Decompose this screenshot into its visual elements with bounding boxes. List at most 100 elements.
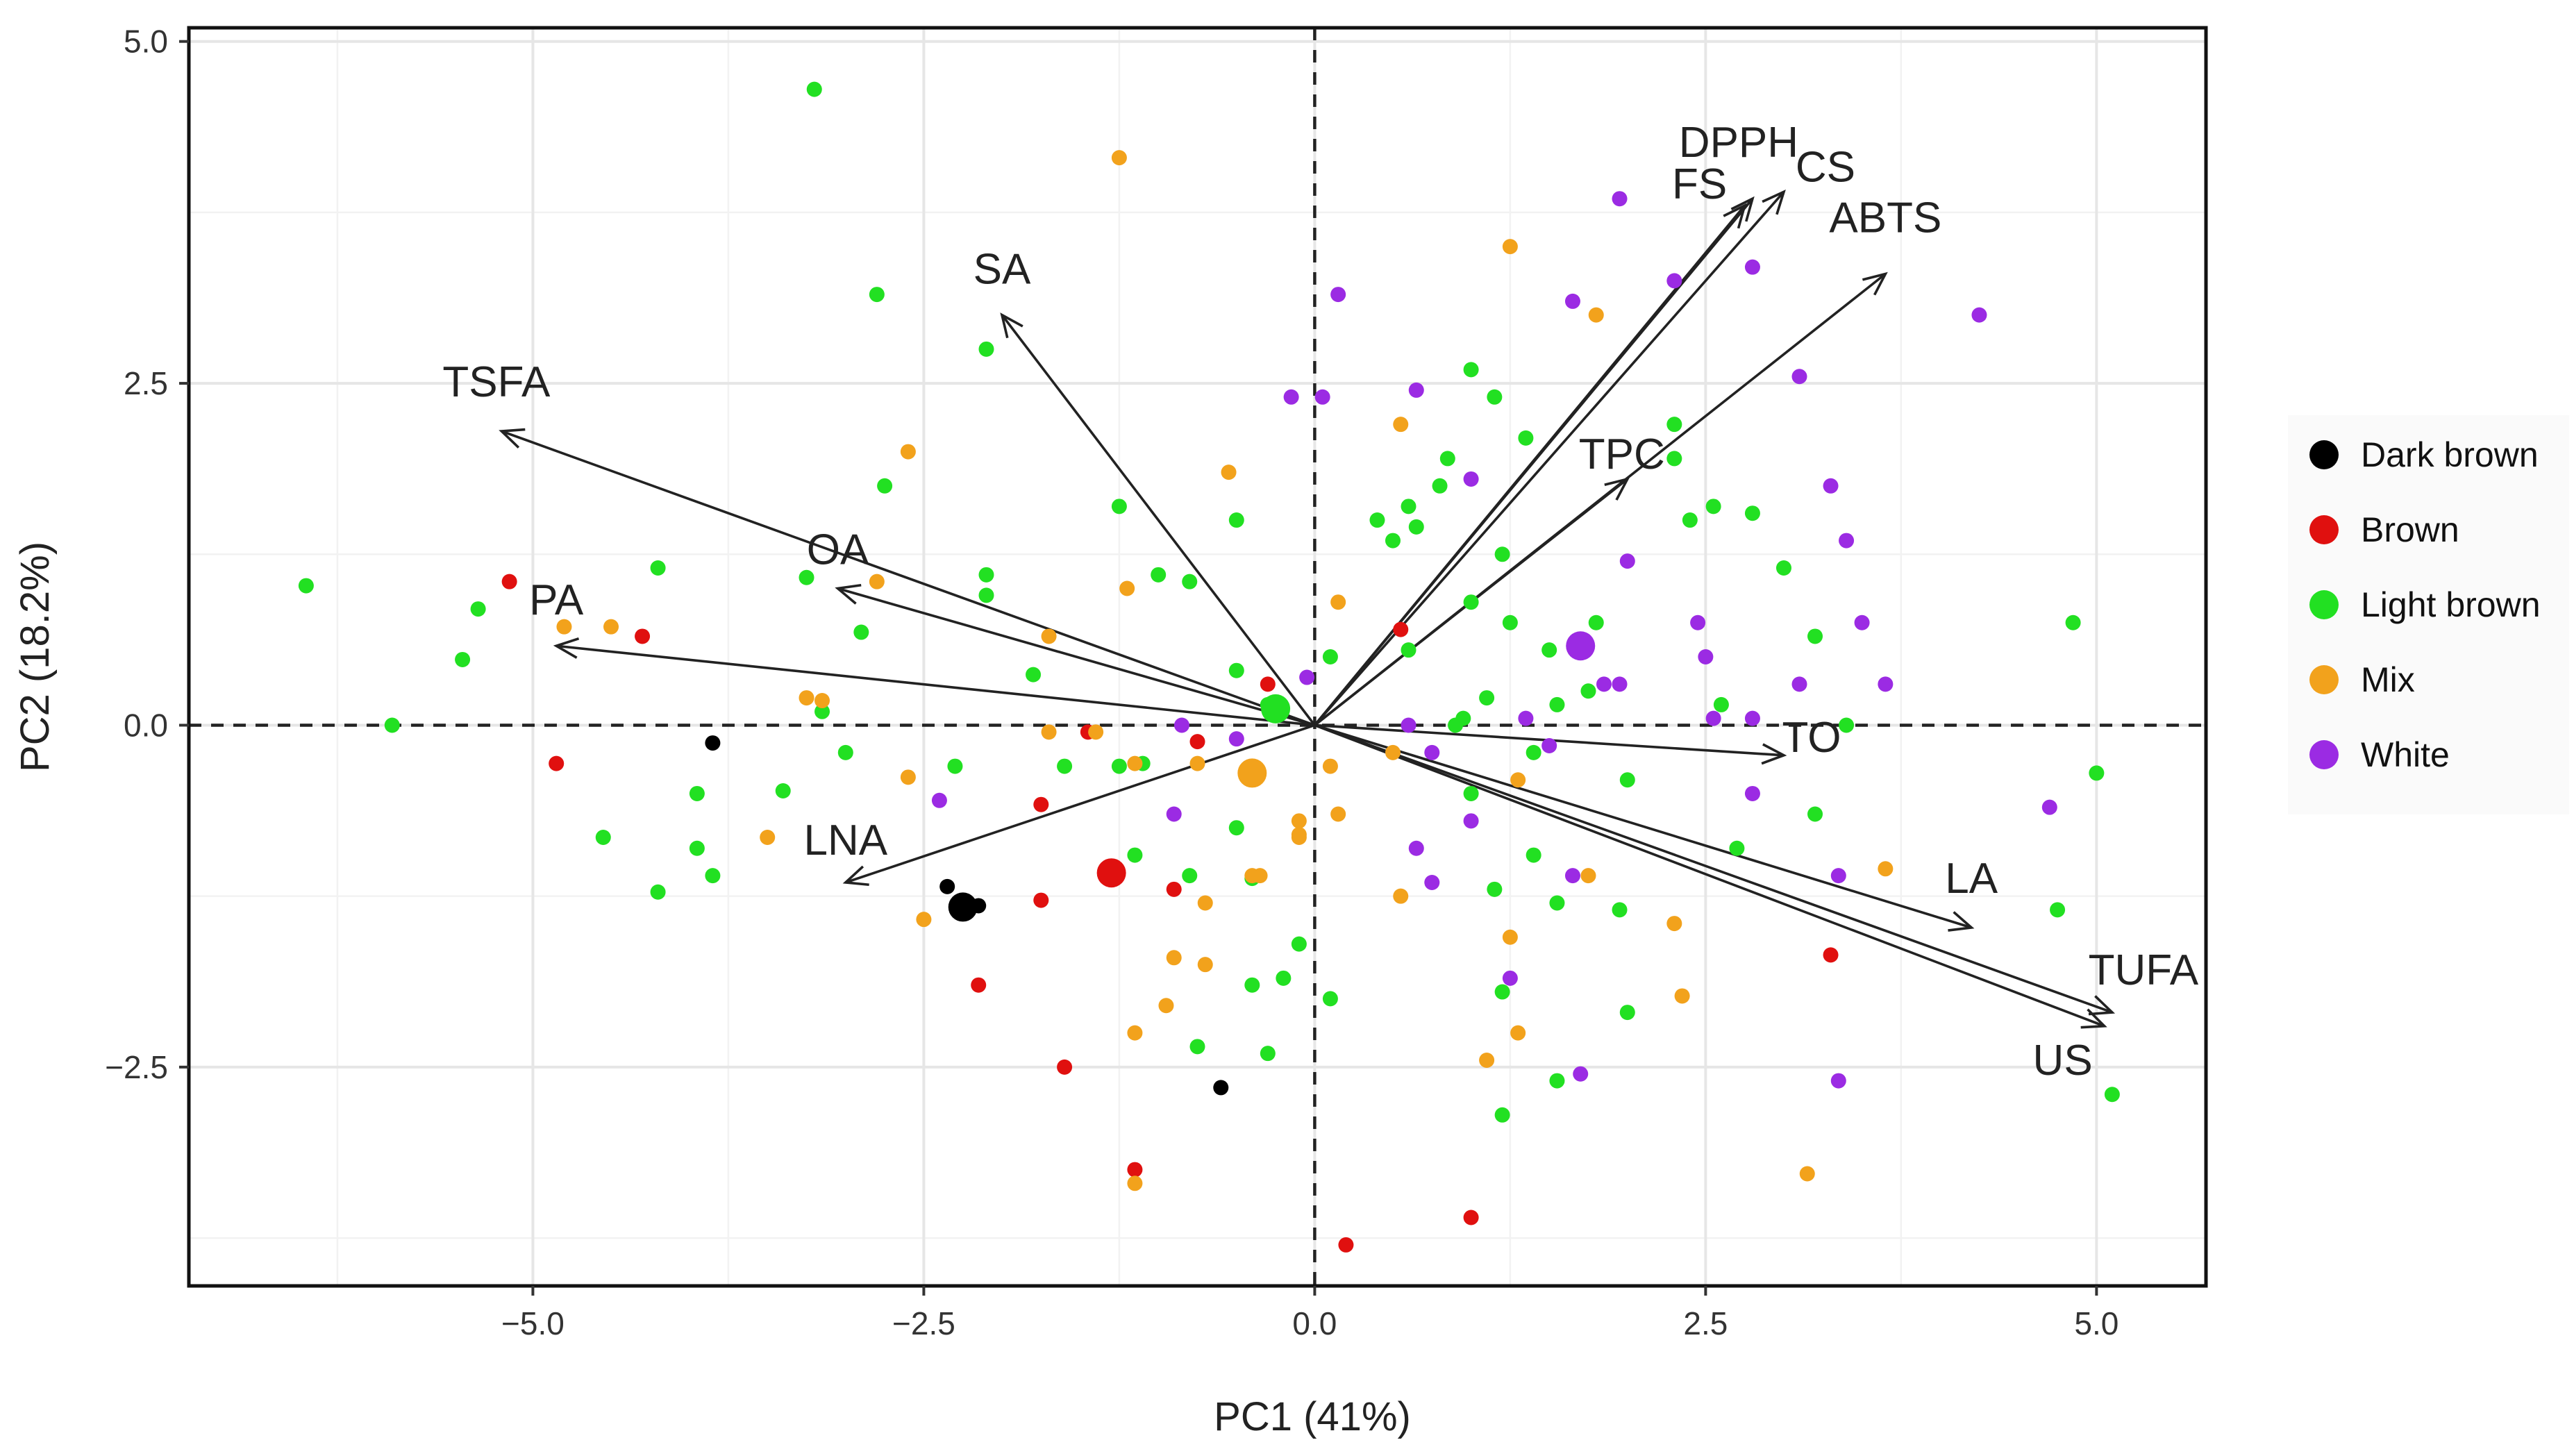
data-point-white (1791, 676, 1807, 692)
data-point-white (1619, 553, 1635, 569)
data-point-light-brown (1189, 1039, 1205, 1055)
data-point-light-brown (2104, 1087, 2120, 1103)
data-point-light-brown (1479, 690, 1495, 706)
data-point-light-brown (1494, 1107, 1510, 1123)
arrow-head-to (1761, 743, 1787, 765)
data-point-light-brown (1682, 512, 1698, 528)
legend-marker-white (2309, 740, 2339, 769)
centroid-white (1566, 631, 1596, 661)
data-point-white (1744, 785, 1760, 801)
data-point-white (1830, 868, 1846, 884)
data-point-mix (1127, 755, 1143, 771)
data-point-light-brown (1588, 614, 1604, 630)
arrow-head-pa (553, 637, 580, 659)
legend-marker-brown (2309, 515, 2339, 544)
data-point-white (931, 792, 947, 808)
data-point-white (1463, 813, 1479, 829)
loading-vector-lna (845, 723, 1315, 884)
data-point-mix (1111, 150, 1127, 166)
data-point-brown (1189, 734, 1205, 750)
data-point-mix (900, 444, 916, 460)
data-point-light-brown (455, 651, 471, 667)
data-point-mix (1666, 916, 1682, 932)
arrow-head-la (1948, 911, 1975, 932)
data-point-light-brown (1487, 389, 1503, 405)
data-point-mix (900, 769, 916, 785)
data-point-mix (760, 829, 776, 845)
axis-ticks: −5.0 −2.5 0.0 2.5 5.0 −2.5 0.0 2.5 5.0 (105, 24, 2118, 1341)
centroid-mix (1237, 758, 1267, 788)
data-point-light-brown (1729, 840, 1745, 856)
data-point-mix (1041, 628, 1057, 644)
data-point-brown (1338, 1237, 1354, 1253)
y-tick-label: 2.5 (124, 365, 168, 401)
legend-label-brown: Brown (2361, 510, 2459, 549)
data-point-light-brown (595, 829, 611, 845)
loading-label-lna: LNA (804, 817, 888, 864)
data-point-light-brown (1612, 902, 1628, 918)
data-point-light-brown (978, 341, 994, 357)
data-point-light-brown (877, 478, 893, 494)
data-point-white (1401, 717, 1416, 733)
data-point-brown (1127, 1162, 1143, 1178)
arrow-head-tpc (1604, 477, 1630, 501)
data-point-white (1314, 389, 1330, 405)
data-point-mix (814, 693, 830, 709)
x-tick-label: 2.5 (1683, 1305, 1728, 1341)
data-point-light-brown (1666, 417, 1682, 433)
data-point-mix (1189, 755, 1205, 771)
sample-points (298, 81, 2120, 1253)
data-point-light-brown (1182, 868, 1198, 884)
loading-vector-tufa (1314, 723, 2113, 1014)
data-point-light-brown (1401, 499, 1416, 514)
arrow-head-oa (835, 583, 862, 605)
data-point-white (1596, 676, 1612, 692)
data-point-mix (799, 690, 814, 706)
y-axis-title: PC2 (18.2%) (12, 542, 58, 772)
data-point-light-brown (1494, 546, 1510, 562)
loading-vector-us (1314, 723, 2105, 1028)
data-point-mix (1580, 868, 1596, 884)
data-point-light-brown (869, 287, 885, 303)
data-point-light-brown (1487, 881, 1503, 897)
data-point-mix (1878, 861, 1894, 877)
data-point-white (1424, 744, 1440, 760)
data-point-mix (1588, 307, 1604, 323)
data-point-light-brown (1322, 649, 1338, 664)
loading-vector-pa (556, 644, 1315, 727)
data-point-light-brown (470, 601, 486, 617)
data-point-mix (1502, 239, 1518, 255)
data-point-mix (1385, 744, 1401, 760)
y-tick-label: −2.5 (105, 1049, 168, 1085)
loading-label-tufa: TUFA (2089, 946, 2199, 994)
data-point-white (1971, 307, 1987, 323)
data-point-dark-brown (705, 735, 721, 751)
data-point-brown (635, 628, 651, 644)
data-point-brown (501, 574, 517, 589)
arrow-head-dpph (1730, 196, 1755, 222)
data-point-light-brown (1432, 478, 1448, 494)
data-point-mix (1291, 829, 1307, 845)
data-point-mix (1393, 417, 1409, 433)
data-point-light-brown (1408, 519, 1424, 535)
data-point-white (1744, 710, 1760, 726)
data-point-mix (1322, 758, 1338, 774)
x-tick-label: 5.0 (2074, 1305, 2118, 1341)
loading-vector-fs (1314, 204, 1746, 726)
data-point-white (1299, 669, 1315, 685)
data-point-mix (916, 912, 932, 928)
data-point-brown (1260, 676, 1276, 692)
loading-label-cs: CS (1796, 143, 1855, 191)
data-point-light-brown (1494, 984, 1510, 1000)
loading-vector-cs (1314, 191, 1785, 726)
data-point-brown (971, 977, 987, 993)
legend-marker-dark-brown (2309, 440, 2339, 469)
data-point-light-brown (1463, 362, 1479, 378)
data-point-mix (1197, 957, 1213, 973)
data-point-light-brown (1057, 758, 1073, 774)
data-point-mix (1291, 813, 1307, 829)
loading-label-la: LA (1945, 855, 1998, 903)
data-point-light-brown (1260, 1046, 1276, 1062)
data-point-light-brown (1439, 451, 1455, 467)
data-point-mix (1119, 580, 1135, 596)
